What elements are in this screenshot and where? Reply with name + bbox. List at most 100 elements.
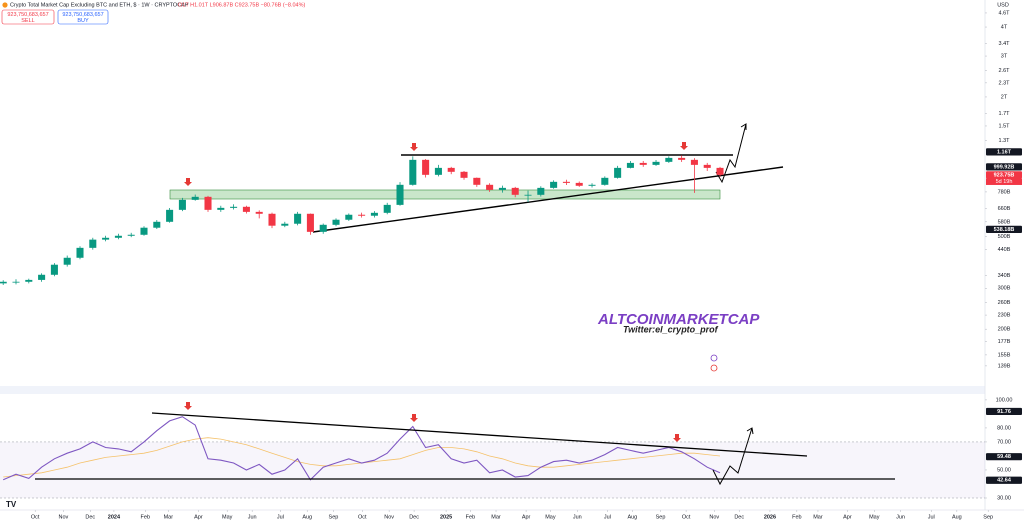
y-tick-label: 155B (998, 352, 1011, 358)
price-badge-label: 999.92B (994, 164, 1015, 170)
rsi-projection (712, 427, 754, 486)
price-badge (986, 407, 1022, 416)
price-badge-label: 1.16T (997, 149, 1012, 155)
price-badge (986, 148, 1022, 156)
y-tick-label: 1.7T (998, 111, 1010, 117)
x-tick-label: May (222, 514, 233, 520)
sell-price[interactable]: 923,750,683,657 (7, 12, 48, 18)
logo: TV (6, 500, 17, 509)
candle-body (38, 274, 46, 280)
candle-body (409, 159, 417, 185)
event-icon[interactable] (710, 354, 718, 362)
candle-body (383, 204, 391, 213)
price-badge-label: 923.75B (994, 172, 1015, 178)
candle-body (166, 209, 174, 222)
x-tick-label: Jun (573, 514, 582, 520)
buy-label[interactable]: BUY (77, 18, 89, 24)
candle-body (332, 219, 340, 225)
candle-body (447, 167, 455, 172)
x-tick-label: Oct (682, 514, 691, 520)
candle-body (511, 187, 519, 195)
sell-button[interactable]: 923,750,683,657 SELL (1, 9, 55, 25)
candle-body (396, 184, 404, 205)
candle-body (575, 182, 583, 186)
x-tick-label: Oct (31, 514, 40, 520)
x-tick-label: Nov (384, 514, 394, 520)
currency-label[interactable]: USD (997, 2, 1009, 8)
y-tick-label: 1.5T (998, 123, 1010, 129)
x-tick-label: Jul (277, 514, 284, 520)
y-tick-label: 30.00 (997, 495, 1011, 501)
candle-body (498, 187, 506, 190)
x-tick-label: Apr (522, 514, 531, 520)
signal-arrows (184, 142, 688, 442)
rsi-trend-line (151, 412, 808, 457)
candle-body (268, 213, 276, 226)
x-tick-label: Sep (656, 514, 666, 520)
sell-label[interactable]: SELL (21, 18, 34, 24)
x-tick-label: Jul (928, 514, 935, 520)
x-tick-label: Aug (302, 514, 312, 520)
candle-body (242, 206, 250, 212)
buy-price[interactable]: 923,750,683,657 (62, 12, 103, 18)
y-tick-label: 3T (1001, 54, 1008, 60)
ohlc-readout: O1T H1.01T L906.87B C923.75B −80.76B (−8… (178, 2, 305, 8)
buy-button[interactable]: 923,750,683,657 BUY (57, 9, 109, 25)
x-tick-label: Apr (843, 514, 852, 520)
candle-body (358, 214, 366, 216)
y-tick-label: 580B (998, 219, 1011, 225)
x-tick-label: 2024 (108, 514, 121, 520)
candle-body (703, 164, 711, 168)
candle-body (50, 264, 58, 275)
price-badge-label: 91.76 (997, 409, 1011, 415)
candle-body (370, 212, 378, 216)
candle-body (473, 177, 481, 185)
candle-body (562, 181, 570, 183)
candle-body (153, 221, 161, 228)
countdown: 5d 19h (996, 179, 1013, 185)
trend-line (312, 166, 784, 233)
x-tick-label: Mar (164, 514, 174, 520)
x-tick-label: Dec (409, 514, 419, 520)
candle-body (486, 184, 494, 190)
x-tick-label: Jun (896, 514, 905, 520)
x-tick-label: Aug (627, 514, 637, 520)
candle-body (191, 196, 199, 200)
sell-box[interactable] (1, 9, 55, 25)
candle-body (89, 239, 97, 248)
y-tick-label: 300B (998, 286, 1011, 292)
price-badge (986, 163, 1022, 171)
y-tick-label: 230B (998, 313, 1011, 319)
down-arrow (410, 414, 418, 422)
candle-body (639, 162, 647, 165)
x-tick-label: Feb (141, 514, 150, 520)
candle-body (217, 207, 225, 210)
watermark-handle: Twitter:el_crypto_prof (623, 324, 719, 334)
candle-body (255, 211, 263, 214)
projection-arrow (715, 123, 747, 184)
y-tick-label: 4.6T (998, 10, 1010, 16)
event-icon[interactable] (710, 364, 718, 372)
x-tick-label: 2026 (764, 514, 776, 520)
candle-body (127, 234, 135, 236)
y-tick-label: 80.00 (997, 425, 1011, 431)
y-tick-label: 3.4T (998, 41, 1010, 47)
x-tick-label: Aug (952, 514, 962, 520)
candle-body (626, 162, 634, 168)
symbol-icon (2, 2, 8, 8)
candle-body (294, 213, 302, 224)
price-badge (986, 171, 1022, 179)
x-tick-label: Sep (983, 514, 993, 520)
candle-body (140, 227, 148, 235)
chart-title: Crypto Total Market Cap Excluding BTC an… (10, 2, 189, 8)
candle-body (25, 279, 33, 282)
countdown-badge (986, 178, 1022, 185)
price-badge (986, 453, 1022, 461)
candle-body (614, 167, 622, 178)
buy-box[interactable] (57, 9, 109, 25)
candle-body (114, 235, 122, 238)
y-tick-label: 260B (998, 300, 1011, 306)
x-tick-label: Sep (329, 514, 339, 520)
candle-body (588, 184, 596, 186)
